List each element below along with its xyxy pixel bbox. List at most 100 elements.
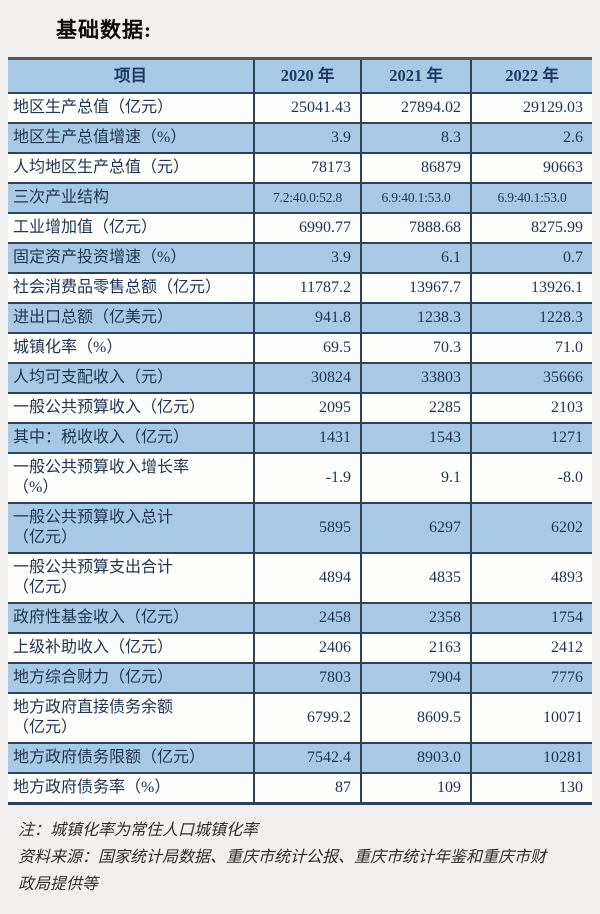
column-header-2021: 2021 年 bbox=[360, 57, 471, 94]
table-row: 固定资产投资增速（%） 3.9 6.1 0.7 bbox=[8, 243, 592, 274]
row-label: 地方政府直接债务余额 （亿元） bbox=[8, 693, 254, 744]
value-cell: 6.1 bbox=[360, 243, 471, 274]
value-cell: 69.5 bbox=[253, 333, 361, 364]
value-cell: -8.0 bbox=[470, 453, 592, 504]
table-row: 一般公共预算收入（亿元） 2095 2285 2103 bbox=[8, 393, 592, 424]
row-label: 固定资产投资增速（%） bbox=[8, 243, 254, 274]
table-row: 上级补助收入（亿元） 2406 2163 2412 bbox=[8, 633, 592, 664]
table-header-row: 项目 2020 年 2021 年 2022 年 bbox=[8, 57, 592, 94]
row-label: 人均可支配收入（元） bbox=[8, 363, 254, 394]
table-row: 地区生产总值（亿元） 25041.43 27894.02 29129.03 bbox=[8, 93, 592, 124]
value-cell: 2.6 bbox=[470, 123, 592, 154]
value-cell: 3.9 bbox=[253, 243, 361, 274]
value-cell: 1543 bbox=[360, 423, 471, 454]
value-cell: 8275.99 bbox=[470, 213, 592, 244]
value-cell: 6990.77 bbox=[253, 213, 361, 244]
value-cell: 130 bbox=[470, 773, 592, 805]
table-row: 地方政府债务率（%） 87 109 130 bbox=[8, 773, 592, 805]
value-cell: 8.3 bbox=[360, 123, 471, 154]
value-cell: 109 bbox=[360, 773, 471, 805]
note-urbanization: 注：城镇化率为常住人口城镇化率 bbox=[18, 822, 259, 839]
value-cell: 29129.03 bbox=[470, 93, 592, 124]
value-cell: 11787.2 bbox=[253, 273, 361, 304]
basic-data-table: 项目 2020 年 2021 年 2022 年 地区生产总值（亿元） 25041.… bbox=[8, 57, 592, 805]
value-cell: 87 bbox=[253, 773, 361, 805]
row-label: 地方政府债务率（%） bbox=[8, 773, 254, 805]
value-cell: 6297 bbox=[360, 503, 471, 554]
value-cell: 78173 bbox=[253, 153, 361, 184]
table-row: 社会消费品零售总额（亿元） 11787.2 13967.7 13926.1 bbox=[8, 273, 592, 304]
value-cell: 2103 bbox=[470, 393, 592, 424]
value-cell: 2358 bbox=[360, 603, 471, 634]
page-title: 基础数据: bbox=[56, 18, 152, 42]
row-label: 地区生产总值（亿元） bbox=[8, 93, 254, 124]
row-label: 进出口总额（亿美元） bbox=[8, 303, 254, 334]
table-body: 地区生产总值（亿元） 25041.43 27894.02 29129.03 地区生产总值… bbox=[8, 93, 592, 805]
value-cell: 4835 bbox=[360, 553, 471, 604]
row-label: 一般公共预算支出合计 （亿元） bbox=[8, 553, 254, 604]
notes-section: 注：城镇化率为常住人口城镇化率 资料来源：国家统计局数据、重庆市统计公报、重庆市… bbox=[18, 817, 558, 898]
value-cell: 9.1 bbox=[360, 453, 471, 504]
column-header-2022: 2022 年 bbox=[470, 57, 592, 94]
table-row: 一般公共预算收入增长率 （%） -1.9 9.1 -8.0 bbox=[8, 453, 592, 504]
value-cell: 6799.2 bbox=[253, 693, 361, 744]
row-label: 工业增加值（亿元） bbox=[8, 213, 254, 244]
table-row: 进出口总额（亿美元） 941.8 1238.3 1228.3 bbox=[8, 303, 592, 334]
value-cell: 7.2:40.0:52.8 bbox=[253, 183, 361, 214]
value-cell: 6.9:40.1:53.0 bbox=[360, 183, 471, 214]
value-cell: 7888.68 bbox=[360, 213, 471, 244]
table-row: 其中：税收收入（亿元） 1431 1543 1271 bbox=[8, 423, 592, 454]
note-data-source: 资料来源：国家统计局数据、重庆市统计公报、重庆市统计年鉴和重庆市财政局提供等 bbox=[18, 849, 547, 893]
table-row: 一般公共预算收入总计 （亿元） 5895 6297 6202 bbox=[8, 503, 592, 554]
row-label: 地方政府债务限额（亿元） bbox=[8, 743, 254, 774]
value-cell: 1271 bbox=[470, 423, 592, 454]
row-label: 地方综合财力（亿元） bbox=[8, 663, 254, 694]
row-label: 人均地区生产总值（元） bbox=[8, 153, 254, 184]
row-label: 社会消费品零售总额（亿元） bbox=[8, 273, 254, 304]
table-row: 政府性基金收入（亿元） 2458 2358 1754 bbox=[8, 603, 592, 634]
value-cell: 7776 bbox=[470, 663, 592, 694]
table-row: 地方综合财力（亿元） 7803 7904 7776 bbox=[8, 663, 592, 694]
value-cell: 3.9 bbox=[253, 123, 361, 154]
value-cell: 1754 bbox=[470, 603, 592, 634]
row-label: 其中：税收收入（亿元） bbox=[8, 423, 254, 454]
value-cell: 71.0 bbox=[470, 333, 592, 364]
table-row: 地方政府债务限额（亿元） 7542.4 8903.0 10281 bbox=[8, 743, 592, 774]
value-cell: 7904 bbox=[360, 663, 471, 694]
row-label: 一般公共预算收入总计 （亿元） bbox=[8, 503, 254, 554]
value-cell: -1.9 bbox=[253, 453, 361, 504]
value-cell: 35666 bbox=[470, 363, 592, 394]
table-row: 人均可支配收入（元） 30824 33803 35666 bbox=[8, 363, 592, 394]
value-cell: 13967.7 bbox=[360, 273, 471, 304]
value-cell: 6202 bbox=[470, 503, 592, 554]
table-row: 一般公共预算支出合计 （亿元） 4894 4835 4893 bbox=[8, 553, 592, 604]
row-label: 地区生产总值增速（%） bbox=[8, 123, 254, 154]
value-cell: 70.3 bbox=[360, 333, 471, 364]
value-cell: 2412 bbox=[470, 633, 592, 664]
value-cell: 4894 bbox=[253, 553, 361, 604]
value-cell: 30824 bbox=[253, 363, 361, 394]
value-cell: 5895 bbox=[253, 503, 361, 554]
value-cell: 13926.1 bbox=[470, 273, 592, 304]
column-header-2020: 2020 年 bbox=[253, 57, 361, 94]
row-label: 一般公共预算收入增长率 （%） bbox=[8, 453, 254, 504]
value-cell: 27894.02 bbox=[360, 93, 471, 124]
value-cell: 0.7 bbox=[470, 243, 592, 274]
value-cell: 90663 bbox=[470, 153, 592, 184]
row-label: 城镇化率（%） bbox=[8, 333, 254, 364]
value-cell: 6.9:40.1:53.0 bbox=[470, 183, 592, 214]
table-row: 工业增加值（亿元） 6990.77 7888.68 8275.99 bbox=[8, 213, 592, 244]
table-row: 地方政府直接债务余额 （亿元） 6799.2 8609.5 10071 bbox=[8, 693, 592, 744]
value-cell: 33803 bbox=[360, 363, 471, 394]
table-row: 地区生产总值增速（%） 3.9 8.3 2.6 bbox=[8, 123, 592, 154]
value-cell: 8609.5 bbox=[360, 693, 471, 744]
value-cell: 1228.3 bbox=[470, 303, 592, 334]
value-cell: 2163 bbox=[360, 633, 471, 664]
row-label: 上级补助收入（亿元） bbox=[8, 633, 254, 664]
value-cell: 2458 bbox=[253, 603, 361, 634]
value-cell: 941.8 bbox=[253, 303, 361, 334]
row-label: 三次产业结构 bbox=[8, 183, 254, 214]
value-cell: 10281 bbox=[470, 743, 592, 774]
value-cell: 8903.0 bbox=[360, 743, 471, 774]
